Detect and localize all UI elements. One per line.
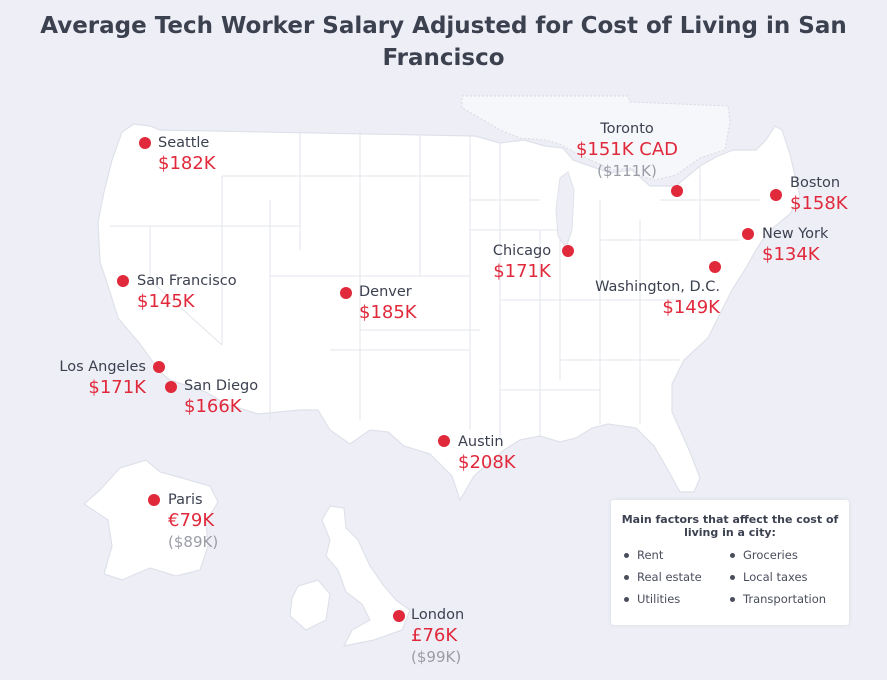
factor-item: Transportation	[730, 593, 842, 606]
city-converted-salary: ($89K)	[168, 533, 219, 551]
city-san-diego: San Diego $166K	[184, 377, 258, 418]
factor-item: Local taxes	[730, 571, 842, 584]
bullet-icon	[730, 597, 735, 602]
city-paris: Paris €79K ($89K)	[168, 491, 218, 552]
city-name: Chicago	[492, 243, 552, 259]
city-salary: $134K	[762, 244, 820, 265]
boston-dot	[770, 189, 782, 201]
seattle-dot	[139, 137, 151, 149]
usa-landmass	[97, 123, 801, 502]
new-york-dot	[742, 228, 754, 240]
city-salary: £76K	[411, 625, 458, 646]
city-name: Denver	[359, 284, 412, 300]
bullet-icon	[624, 575, 629, 580]
bullet-icon	[730, 575, 735, 580]
los-angeles-dot	[153, 361, 165, 373]
city-converted-salary: ($99K)	[411, 648, 462, 666]
city-salary: $145K	[137, 291, 195, 312]
ireland-landmass	[289, 579, 331, 631]
toronto-dot	[671, 185, 683, 197]
washington-dc-dot	[709, 261, 721, 273]
city-salary: $208K	[458, 452, 516, 473]
city-name: Los Angeles	[59, 359, 146, 375]
city-chicago: Chicago $171K	[484, 242, 560, 283]
city-seattle: Seattle $182K	[158, 134, 216, 175]
city-los-angeles: Los Angeles $171K	[40, 358, 146, 399]
city-name: Boston	[790, 175, 841, 191]
state-borders	[110, 130, 760, 440]
city-salary: $151K CAD	[575, 139, 679, 160]
city-name: San Diego	[184, 378, 259, 394]
chicago-dot	[562, 245, 574, 257]
austin-dot	[438, 435, 450, 447]
city-salary: $171K	[493, 261, 551, 282]
city-san-francisco: San Francisco $145K	[137, 272, 237, 313]
city-name: San Francisco	[137, 273, 237, 289]
factor-item: Rent	[624, 549, 730, 562]
factor-item: Utilities	[624, 593, 730, 606]
city-london: London £76K ($99K)	[411, 606, 464, 667]
denver-dot	[340, 287, 352, 299]
france-landmass	[83, 459, 219, 581]
canada-region	[461, 95, 731, 181]
cost-factors-list: Rent Groceries Real estate Local taxes U…	[624, 549, 849, 606]
factor-item: Groceries	[730, 549, 842, 562]
city-name: Paris	[168, 492, 203, 508]
city-name: New York	[762, 226, 829, 242]
city-new-york: New York $134K	[762, 225, 828, 266]
city-salary: $149K	[662, 297, 720, 318]
london-dot	[393, 610, 405, 622]
city-name: London	[411, 607, 465, 623]
factor-item: Real estate	[624, 571, 730, 584]
city-salary: $166K	[184, 396, 242, 417]
title-line-2: Francisco	[382, 45, 505, 71]
san-francisco-dot	[117, 275, 129, 287]
city-boston: Boston $158K	[790, 174, 848, 215]
city-salary: $182K	[158, 153, 216, 174]
title-line-1: Average Tech Worker Salary Adjusted for …	[40, 13, 847, 39]
city-salary: $158K	[790, 193, 848, 214]
paris-dot	[148, 494, 160, 506]
city-salary: $185K	[359, 302, 417, 323]
bullet-icon	[624, 597, 629, 602]
city-toronto: Toronto $151K CAD ($111K)	[567, 120, 687, 181]
cost-factors-box: Main factors that affect the cost of liv…	[611, 500, 849, 625]
san-diego-dot	[165, 381, 177, 393]
city-name: Seattle	[158, 135, 210, 151]
city-name: Austin	[458, 434, 504, 450]
lake-michigan	[555, 171, 575, 250]
uk-landmass	[321, 505, 411, 647]
city-name: Toronto	[600, 121, 654, 137]
bullet-icon	[624, 553, 629, 558]
city-salary: $171K	[88, 377, 146, 398]
page-title: Average Tech Worker Salary Adjusted for …	[0, 10, 887, 74]
city-salary: €79K	[168, 510, 215, 531]
city-austin: Austin $208K	[458, 433, 516, 474]
city-washington-dc: Washington, D.C. $149K	[578, 278, 720, 319]
bullet-icon	[730, 553, 735, 558]
city-name: Washington, D.C.	[595, 279, 720, 295]
city-converted-salary: ($111K)	[597, 162, 657, 180]
city-denver: Denver $185K	[359, 283, 417, 324]
cost-factors-title: Main factors that affect the cost of liv…	[621, 513, 839, 539]
